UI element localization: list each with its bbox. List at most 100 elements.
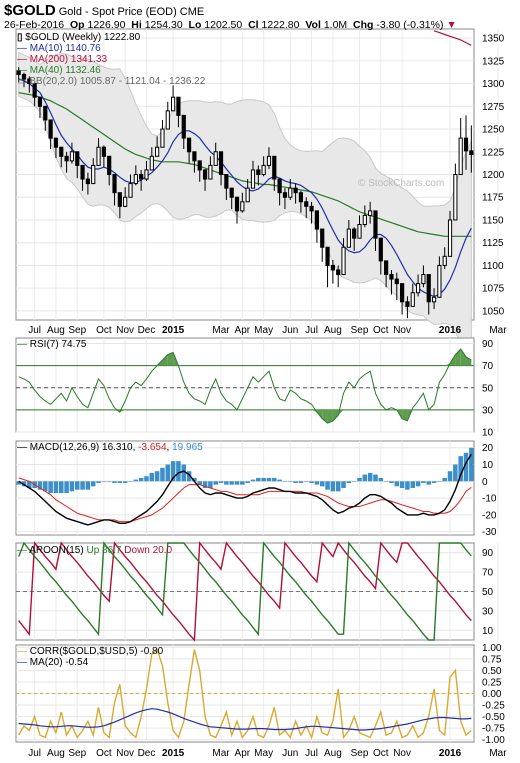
- candle-body: [288, 187, 293, 198]
- candle-body: [325, 246, 330, 266]
- bottom-xtick-label: Oct: [96, 748, 112, 759]
- macd-histogram-bar: [442, 477, 447, 482]
- macd-histogram-bar: [319, 481, 325, 487]
- price-ytick-label: 1325: [482, 56, 505, 67]
- aroon-ytick-label: 70: [482, 568, 494, 579]
- rsi-panel-frame: [15, 337, 475, 433]
- price-ytick-label: 1050: [482, 306, 505, 317]
- bottom-xtick-label: Apr: [235, 748, 251, 759]
- candle-body: [229, 187, 234, 198]
- price-xtick-label: Sep: [351, 325, 369, 336]
- high-value: 1254.30: [144, 19, 183, 31]
- macd-histogram-bar: [16, 481, 21, 485]
- bottom-xtick-label: May: [254, 748, 273, 759]
- candle-icon: ▯: [17, 32, 23, 43]
- aroon-ytick-label: 50: [482, 587, 494, 598]
- macd-histogram-bar: [463, 452, 469, 482]
- price-ytick-label: 1225: [482, 147, 505, 158]
- candle-body: [21, 73, 27, 80]
- legend-bb: ▭ BB(20,2.0) 1005.87 - 1121.04 - 1236.22: [17, 76, 206, 87]
- candle-body: [117, 192, 122, 207]
- macd-histogram-bar: [362, 474, 368, 482]
- macd-histogram-bar: [346, 481, 352, 483]
- candle-body: [27, 78, 32, 85]
- macd-histogram-bar: [64, 481, 69, 494]
- macd-histogram-bar: [74, 481, 80, 490]
- legend-ma200: — MA(200) 1341.33: [17, 54, 108, 65]
- bottom-xtick-label: Mar: [212, 748, 230, 759]
- candle-body: [139, 174, 144, 180]
- price-xtick-label: Mar: [212, 325, 230, 336]
- bottom-xtick-label: Jul: [305, 748, 318, 759]
- macd-histogram-bar: [170, 461, 176, 482]
- macd-histogram-bar: [234, 481, 240, 485]
- macd-histogram-bar: [421, 481, 426, 483]
- candle-body: [368, 210, 373, 216]
- macd-histogram-bar: [197, 481, 202, 485]
- candle-body: [394, 278, 399, 285]
- candle-body: [442, 255, 447, 266]
- macd-histogram-bar: [43, 481, 48, 492]
- candle-body: [186, 137, 192, 153]
- candle-body: [384, 260, 389, 276]
- candle-body: [314, 210, 319, 230]
- close-label: Cl: [248, 19, 259, 31]
- rsi-line: [18, 348, 472, 424]
- candle-body: [245, 187, 250, 203]
- macd-histogram-bar: [245, 481, 250, 483]
- macd-histogram-bar: [69, 481, 75, 492]
- macd-histogram-bar: [367, 472, 373, 482]
- bottom-xtick-label: Sep: [68, 748, 86, 759]
- price-ytick-label: 1125: [482, 238, 504, 249]
- macd-histogram-bar: [293, 481, 298, 483]
- macd-histogram-bar: [458, 456, 463, 482]
- price-xtick-label: 2016: [439, 325, 462, 336]
- price-xtick-label: Apr: [235, 325, 251, 336]
- rsi-ytick-label: 30: [482, 405, 494, 416]
- candle-body: [64, 155, 69, 162]
- exchange: CME: [179, 6, 205, 18]
- candle-body: [352, 228, 357, 239]
- macd-histogram-bar: [202, 481, 208, 488]
- corr-ytick-label: -0.75: [482, 724, 505, 735]
- macd-histogram-bar: [261, 477, 266, 482]
- candle-body: [389, 274, 394, 280]
- macd-histogram-bar: [277, 479, 282, 482]
- candle-body: [341, 246, 346, 276]
- macd-histogram-bar: [405, 481, 410, 490]
- price-ytick-label: 1300: [482, 79, 505, 90]
- macd-ytick-label: 10: [482, 460, 494, 471]
- macd-histogram-bar: [224, 481, 229, 485]
- candle-body: [437, 264, 442, 298]
- aroon-up-line: [18, 541, 472, 641]
- candle-body: [48, 119, 53, 139]
- bottom-xtick-label: 2015: [162, 748, 185, 759]
- macd-histogram-bar: [208, 481, 213, 488]
- close-value: 1222.80: [261, 19, 300, 31]
- candle-body: [176, 96, 181, 116]
- macd-histogram-bar: [165, 464, 171, 482]
- macd-histogram-bar: [128, 481, 133, 482]
- macd-histogram-bar: [144, 476, 149, 482]
- candle-body: [107, 155, 112, 175]
- candle-body: [224, 174, 229, 189]
- macd-line: [18, 454, 472, 526]
- macd-histogram-bar: [378, 477, 384, 482]
- price-xtick-label: Oct: [373, 325, 389, 336]
- candle-body: [298, 192, 304, 203]
- macd-histogram-bar: [314, 481, 320, 485]
- price-ytick-label: 1150: [482, 215, 504, 226]
- candle-body: [160, 128, 165, 148]
- macd-histogram-bar: [101, 481, 107, 482]
- candle-body: [155, 146, 160, 157]
- candle-body: [85, 178, 90, 185]
- ma200-line: [433, 30, 472, 46]
- candle-body: [208, 164, 213, 180]
- macd-histogram-bar: [447, 471, 453, 482]
- aroon-down-line: [18, 541, 472, 642]
- macd-histogram-bar: [186, 471, 192, 482]
- candle-body: [266, 155, 272, 166]
- aroon-ytick-label: 30: [482, 606, 494, 617]
- macd-histogram-bar: [357, 477, 362, 482]
